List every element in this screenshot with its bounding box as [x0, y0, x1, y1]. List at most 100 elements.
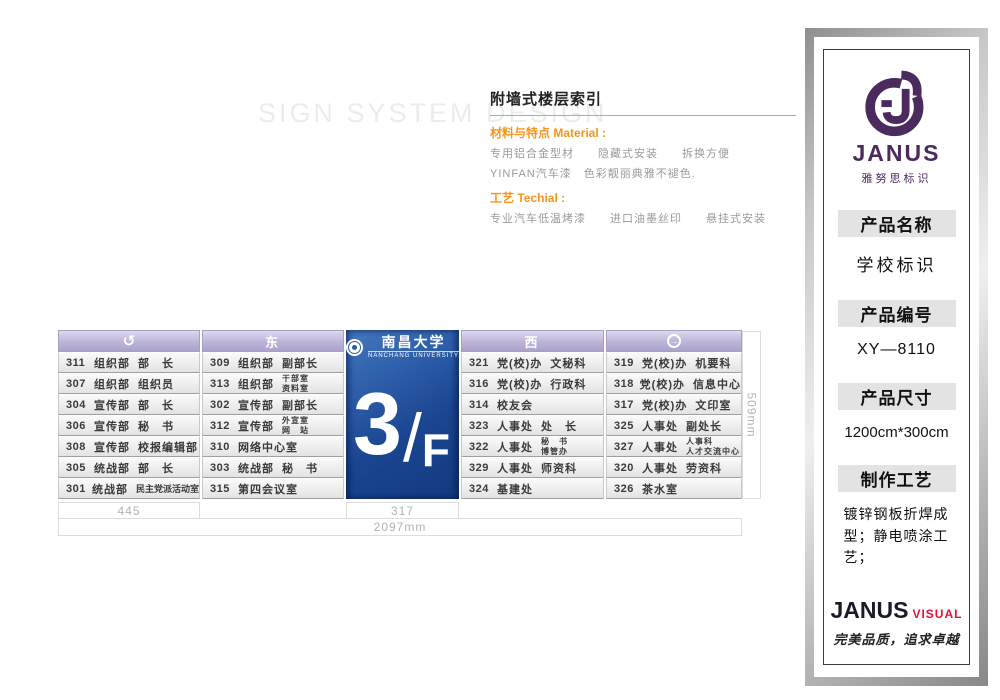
table-row: 326 茶水室	[606, 478, 742, 499]
table-row: 317 党(校)办 文印室	[606, 394, 742, 415]
department: 组织部	[238, 378, 274, 391]
footer-brand-name: JANUS	[830, 597, 909, 623]
brand-slogan: 完美品质，追求卓越	[833, 633, 960, 648]
department: 校友会	[497, 399, 533, 412]
dimension-total-width: 2097mm	[58, 518, 742, 536]
table-row: 314 校友会	[461, 394, 604, 415]
sign-column-left: ↺ 311 组织部部 长 307 组织部 组织员 304 宣传部部 长 306 宣传部秘 书 308…	[58, 330, 200, 499]
room-title: 民主党派活动室	[135, 484, 199, 494]
department: 人事处	[497, 420, 533, 433]
room-number: 311	[66, 356, 86, 369]
room-title: 信息中心	[693, 378, 741, 391]
department: 统战部	[94, 462, 130, 475]
room-title: 组织员	[138, 378, 174, 391]
table-row: 325 人事处 副处长	[606, 415, 742, 436]
product-code-value: XY—8110	[857, 341, 936, 358]
section-label-product-name: 产品名称	[837, 210, 956, 237]
room-title: 外宣室网 站	[282, 415, 309, 435]
table-row: 318 党(校)办 信息中心	[606, 373, 742, 394]
table-row: 310 网络中心室	[202, 436, 344, 457]
room-number: 305	[66, 461, 86, 474]
room-title: 人事科 人才交流中心	[686, 436, 740, 456]
room-number: 313	[210, 377, 230, 390]
footer-brand-suffix: VISUAL	[912, 607, 963, 621]
table-row: 329 人事处 师资科	[461, 457, 604, 478]
room-title: 文印室	[695, 399, 732, 412]
department: 组织部	[238, 357, 274, 370]
room-title: 文秘科	[550, 357, 587, 370]
room-number: 329	[469, 461, 489, 474]
table-row: 302 宣传部 副部长	[202, 394, 344, 415]
room-number: 301	[66, 482, 86, 495]
table-row: 313 组织部 干部室 资料室	[202, 373, 344, 394]
product-size-value: 1200cm*300cm	[844, 424, 949, 441]
room-number: 315	[210, 482, 230, 495]
room-number: 309	[210, 356, 230, 369]
room-title: 副部长	[282, 399, 318, 412]
room-title: 干部室 资料室	[282, 373, 309, 393]
table-row: 305 统战部部 长	[58, 457, 200, 478]
page-title: 附墙式楼层索引	[490, 91, 603, 108]
department: 宣传部	[94, 420, 130, 433]
room-title: 部 长	[138, 357, 174, 370]
section-label-craft: 制作工艺	[837, 465, 956, 492]
table-row: 301 统战部 民主党派活动室	[58, 478, 200, 499]
table-row: 312 宣传部 外宣室网 站	[202, 415, 344, 436]
room-number: 319	[614, 356, 634, 369]
room-number: 326	[614, 482, 634, 495]
dimension-height: 509mm	[742, 331, 761, 499]
room-number: 318	[614, 377, 634, 390]
room-number: 308	[66, 440, 86, 453]
room-title: 师资科	[541, 462, 577, 475]
department: 党(校)办	[642, 357, 688, 370]
department: 党(校)办	[497, 378, 543, 391]
department: 党(校)办	[639, 378, 685, 391]
room-title: 秘 书	[282, 462, 318, 475]
room-number: 312	[210, 419, 230, 432]
department: 宣传部	[238, 420, 274, 433]
department: 宣传部	[94, 441, 130, 454]
room-number: 317	[614, 398, 634, 411]
table-row: 303 统战部秘 书	[202, 457, 344, 478]
table-row: 306 宣传部秘 书	[58, 415, 200, 436]
department: 党(校)办	[642, 399, 688, 412]
table-row: 319 党(校)办 机要科	[606, 352, 742, 373]
room-title: 秘 书	[138, 420, 174, 433]
floor-directory-sign: ↺ 311 组织部部 长 307 组织部 组织员 304 宣传部部 长 306 宣传部秘 书 308…	[58, 330, 742, 499]
room-number: 314	[469, 398, 489, 411]
room-title: 秘 书博管办	[541, 436, 568, 456]
sign-column-west: 西 321 党(校)办 文秘科 316 党(校)办 行政科 314 校友会 323 人事处处 长 32…	[461, 330, 604, 499]
material-line-1: 专用铝合金型材 隐藏式安装 拆换方便	[490, 148, 730, 160]
table-row: 315 第四会议室	[202, 478, 344, 499]
column-header: →	[606, 330, 742, 352]
janus-logo-icon	[864, 63, 936, 137]
room-number: 304	[66, 398, 86, 411]
room-number: 327	[614, 440, 634, 453]
table-row: 316 党(校)办 行政科	[461, 373, 604, 394]
room-title: 副处长	[686, 420, 722, 433]
room-number: 321	[469, 356, 489, 369]
material-line-2: YINFAN汽车漆 色彩靓丽典雅不褪色.	[490, 168, 696, 180]
table-row: 308 宣传部 校报编辑部	[58, 436, 200, 457]
product-panel: JANUS 雅努思标识 产品名称 学校标识 产品编号 XY—8110 产品尺寸 …	[823, 49, 970, 665]
department: 人事处	[497, 441, 533, 454]
table-row: 320 人事处 劳资科	[606, 457, 742, 478]
room-number: 323	[469, 419, 489, 432]
room-number: 303	[210, 461, 230, 474]
floor-suffix: F	[421, 424, 450, 476]
room-title: 部 长	[138, 399, 174, 412]
room-title: 机要科	[695, 357, 732, 370]
product-name-value: 学校标识	[856, 256, 937, 275]
room-number: 306	[66, 419, 86, 432]
dimension-left-width: 445	[58, 502, 200, 519]
room-number: 320	[614, 461, 634, 474]
column-header: 东	[202, 330, 344, 352]
room-number: 302	[210, 398, 230, 411]
watermark-text: SIGN SYSTEM DESIGN	[258, 98, 608, 128]
craft-value: 镀锌钢板折焊成型；静电喷涂工艺；	[843, 506, 949, 566]
department: 组织部	[94, 378, 130, 391]
room-title: 副部长	[282, 357, 318, 370]
room-title: 劳资科	[686, 462, 722, 475]
material-label: 材料与特点 Material :	[490, 126, 607, 140]
table-row: 307 组织部 组织员	[58, 373, 200, 394]
